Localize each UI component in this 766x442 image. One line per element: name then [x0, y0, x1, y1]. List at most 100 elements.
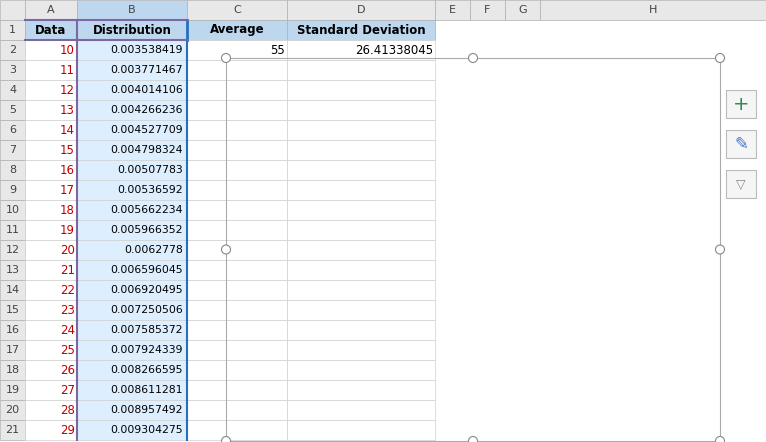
Bar: [287, 420, 435, 440]
Bar: [25, 80, 77, 100]
Text: 21: 21: [60, 263, 75, 277]
Bar: [25, 240, 77, 260]
Bar: [0, 260, 25, 280]
Text: 0.003771467: 0.003771467: [110, 65, 183, 75]
Bar: [0, 40, 25, 60]
Bar: [0, 380, 25, 400]
Bar: [77, 60, 187, 80]
Text: A: A: [47, 5, 55, 15]
Text: Standard Deviation: Standard Deviation: [296, 23, 425, 37]
Text: 12: 12: [60, 84, 75, 96]
Text: 7: 7: [9, 145, 16, 155]
Text: 20: 20: [60, 244, 75, 256]
Text: 0.005662234: 0.005662234: [110, 205, 183, 215]
Text: 0.008266595: 0.008266595: [110, 365, 183, 375]
Text: D: D: [357, 5, 365, 15]
Bar: [287, 360, 435, 380]
Bar: [25, 340, 77, 360]
Text: 0.004527709: 0.004527709: [110, 125, 183, 135]
Bar: [287, 320, 435, 340]
Bar: [0, 280, 25, 300]
Bar: [287, 220, 435, 240]
Bar: [187, 280, 287, 300]
Bar: [25, 400, 77, 420]
Text: 13: 13: [5, 265, 19, 275]
Text: B: B: [128, 5, 136, 15]
Text: 0.007585372: 0.007585372: [110, 325, 183, 335]
Circle shape: [715, 53, 725, 62]
Text: 17: 17: [5, 345, 20, 355]
Text: 17: 17: [60, 183, 75, 197]
Text: 0.008611281: 0.008611281: [110, 385, 183, 395]
Bar: [187, 360, 287, 380]
Text: 25: 25: [60, 343, 75, 357]
Text: 0.008957492: 0.008957492: [110, 405, 183, 415]
Text: 55: 55: [270, 43, 285, 57]
Bar: [77, 280, 187, 300]
Text: 11: 11: [60, 64, 75, 76]
Text: 27: 27: [60, 384, 75, 396]
Bar: [0, 140, 25, 160]
Text: 19: 19: [60, 224, 75, 236]
Bar: [287, 240, 435, 260]
Bar: [287, 40, 435, 60]
Bar: [0, 120, 25, 140]
Text: 26: 26: [60, 363, 75, 377]
Text: G: G: [518, 5, 527, 15]
Bar: [187, 100, 287, 120]
Text: 0.004798324: 0.004798324: [110, 145, 183, 155]
Bar: [77, 360, 187, 380]
Text: 0.003538419: 0.003538419: [110, 45, 183, 55]
Text: 0.00536592: 0.00536592: [117, 185, 183, 195]
Text: 0.009304275: 0.009304275: [110, 425, 183, 435]
Text: Distribution: Distribution: [93, 23, 172, 37]
Text: 18: 18: [5, 365, 20, 375]
Bar: [25, 160, 77, 180]
Bar: [77, 0, 187, 20]
Text: Data: Data: [35, 23, 67, 37]
Bar: [0, 220, 25, 240]
Bar: [287, 160, 435, 180]
Bar: [287, 100, 435, 120]
Bar: [77, 240, 187, 260]
Text: 28: 28: [60, 404, 75, 416]
Text: E: E: [449, 5, 456, 15]
Title: Chart Title: Chart Title: [426, 46, 520, 64]
Text: 0.007250506: 0.007250506: [110, 305, 183, 315]
Bar: [287, 400, 435, 420]
Text: 14: 14: [5, 285, 20, 295]
Bar: [77, 40, 187, 60]
Bar: [505, 0, 540, 20]
Text: 20: 20: [5, 405, 20, 415]
Bar: [726, 170, 756, 198]
Bar: [287, 300, 435, 320]
Bar: [77, 400, 187, 420]
Text: 22: 22: [60, 283, 75, 297]
Bar: [77, 340, 187, 360]
Bar: [435, 0, 470, 20]
Text: 26.41338045: 26.41338045: [355, 43, 433, 57]
Circle shape: [469, 53, 477, 62]
Bar: [25, 140, 77, 160]
Text: 4: 4: [9, 85, 16, 95]
Bar: [187, 120, 287, 140]
Bar: [726, 130, 756, 158]
Circle shape: [221, 53, 231, 62]
Text: 3: 3: [9, 65, 16, 75]
Text: 24: 24: [60, 324, 75, 336]
Text: 29: 29: [60, 423, 75, 437]
Text: C: C: [233, 5, 241, 15]
Bar: [187, 180, 287, 200]
Bar: [187, 80, 287, 100]
Bar: [187, 320, 287, 340]
Text: 5: 5: [9, 105, 16, 115]
Text: 0.0062778: 0.0062778: [124, 245, 183, 255]
Text: 1: 1: [9, 25, 16, 35]
Bar: [287, 260, 435, 280]
Bar: [77, 260, 187, 280]
Bar: [287, 80, 435, 100]
Bar: [25, 260, 77, 280]
Bar: [0, 400, 25, 420]
Text: H: H: [649, 5, 657, 15]
Text: 16: 16: [60, 164, 75, 176]
